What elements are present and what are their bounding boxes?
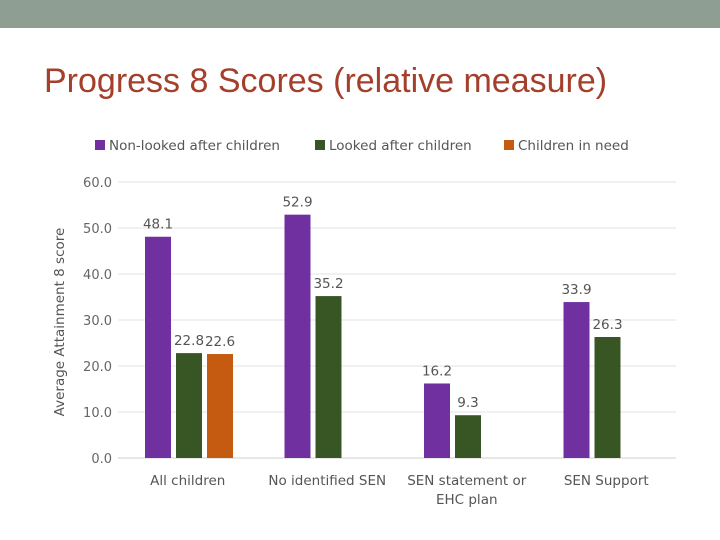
bar (563, 302, 590, 458)
y-tick-label: 10.0 (83, 406, 112, 421)
data-label: 52.9 (282, 195, 312, 211)
data-label: 9.3 (457, 395, 478, 411)
top-band (0, 0, 720, 28)
bar (176, 353, 202, 458)
x-category-label: No identified SEN (268, 473, 386, 489)
legend-label: Looked after children (329, 138, 472, 154)
legend-label: Non-looked after children (109, 138, 280, 154)
bar (594, 337, 621, 458)
y-tick-label: 30.0 (83, 314, 112, 329)
bar (284, 214, 311, 458)
x-category-label: SEN statement or (407, 473, 527, 489)
x-category-label: EHC plan (436, 492, 498, 508)
bar (207, 354, 233, 458)
bar (315, 296, 342, 458)
x-category-label: All children (150, 473, 225, 489)
legend-label: Children in need (518, 138, 629, 154)
x-category-label: SEN Support (564, 473, 649, 489)
y-tick-label: 60.0 (83, 176, 112, 191)
bar (424, 383, 450, 458)
bar (455, 415, 481, 458)
data-label: 33.9 (561, 282, 591, 298)
data-label: 48.1 (143, 217, 173, 233)
legend-swatch (95, 140, 105, 150)
y-tick-label: 20.0 (83, 360, 112, 375)
data-label: 35.2 (313, 276, 343, 292)
legend-swatch (504, 140, 514, 150)
data-label: 22.6 (205, 334, 235, 350)
y-tick-label: 0.0 (91, 452, 112, 467)
legend-swatch (315, 140, 325, 150)
y-tick-label: 40.0 (83, 268, 112, 283)
bar (145, 236, 171, 458)
data-label: 16.2 (422, 363, 452, 379)
slide-title: Progress 8 Scores (relative measure) (44, 62, 608, 100)
y-tick-label: 50.0 (83, 222, 112, 237)
data-label: 22.8 (174, 333, 204, 349)
y-axis-label: Average Attainment 8 score (52, 228, 68, 417)
data-label: 26.3 (592, 317, 622, 333)
